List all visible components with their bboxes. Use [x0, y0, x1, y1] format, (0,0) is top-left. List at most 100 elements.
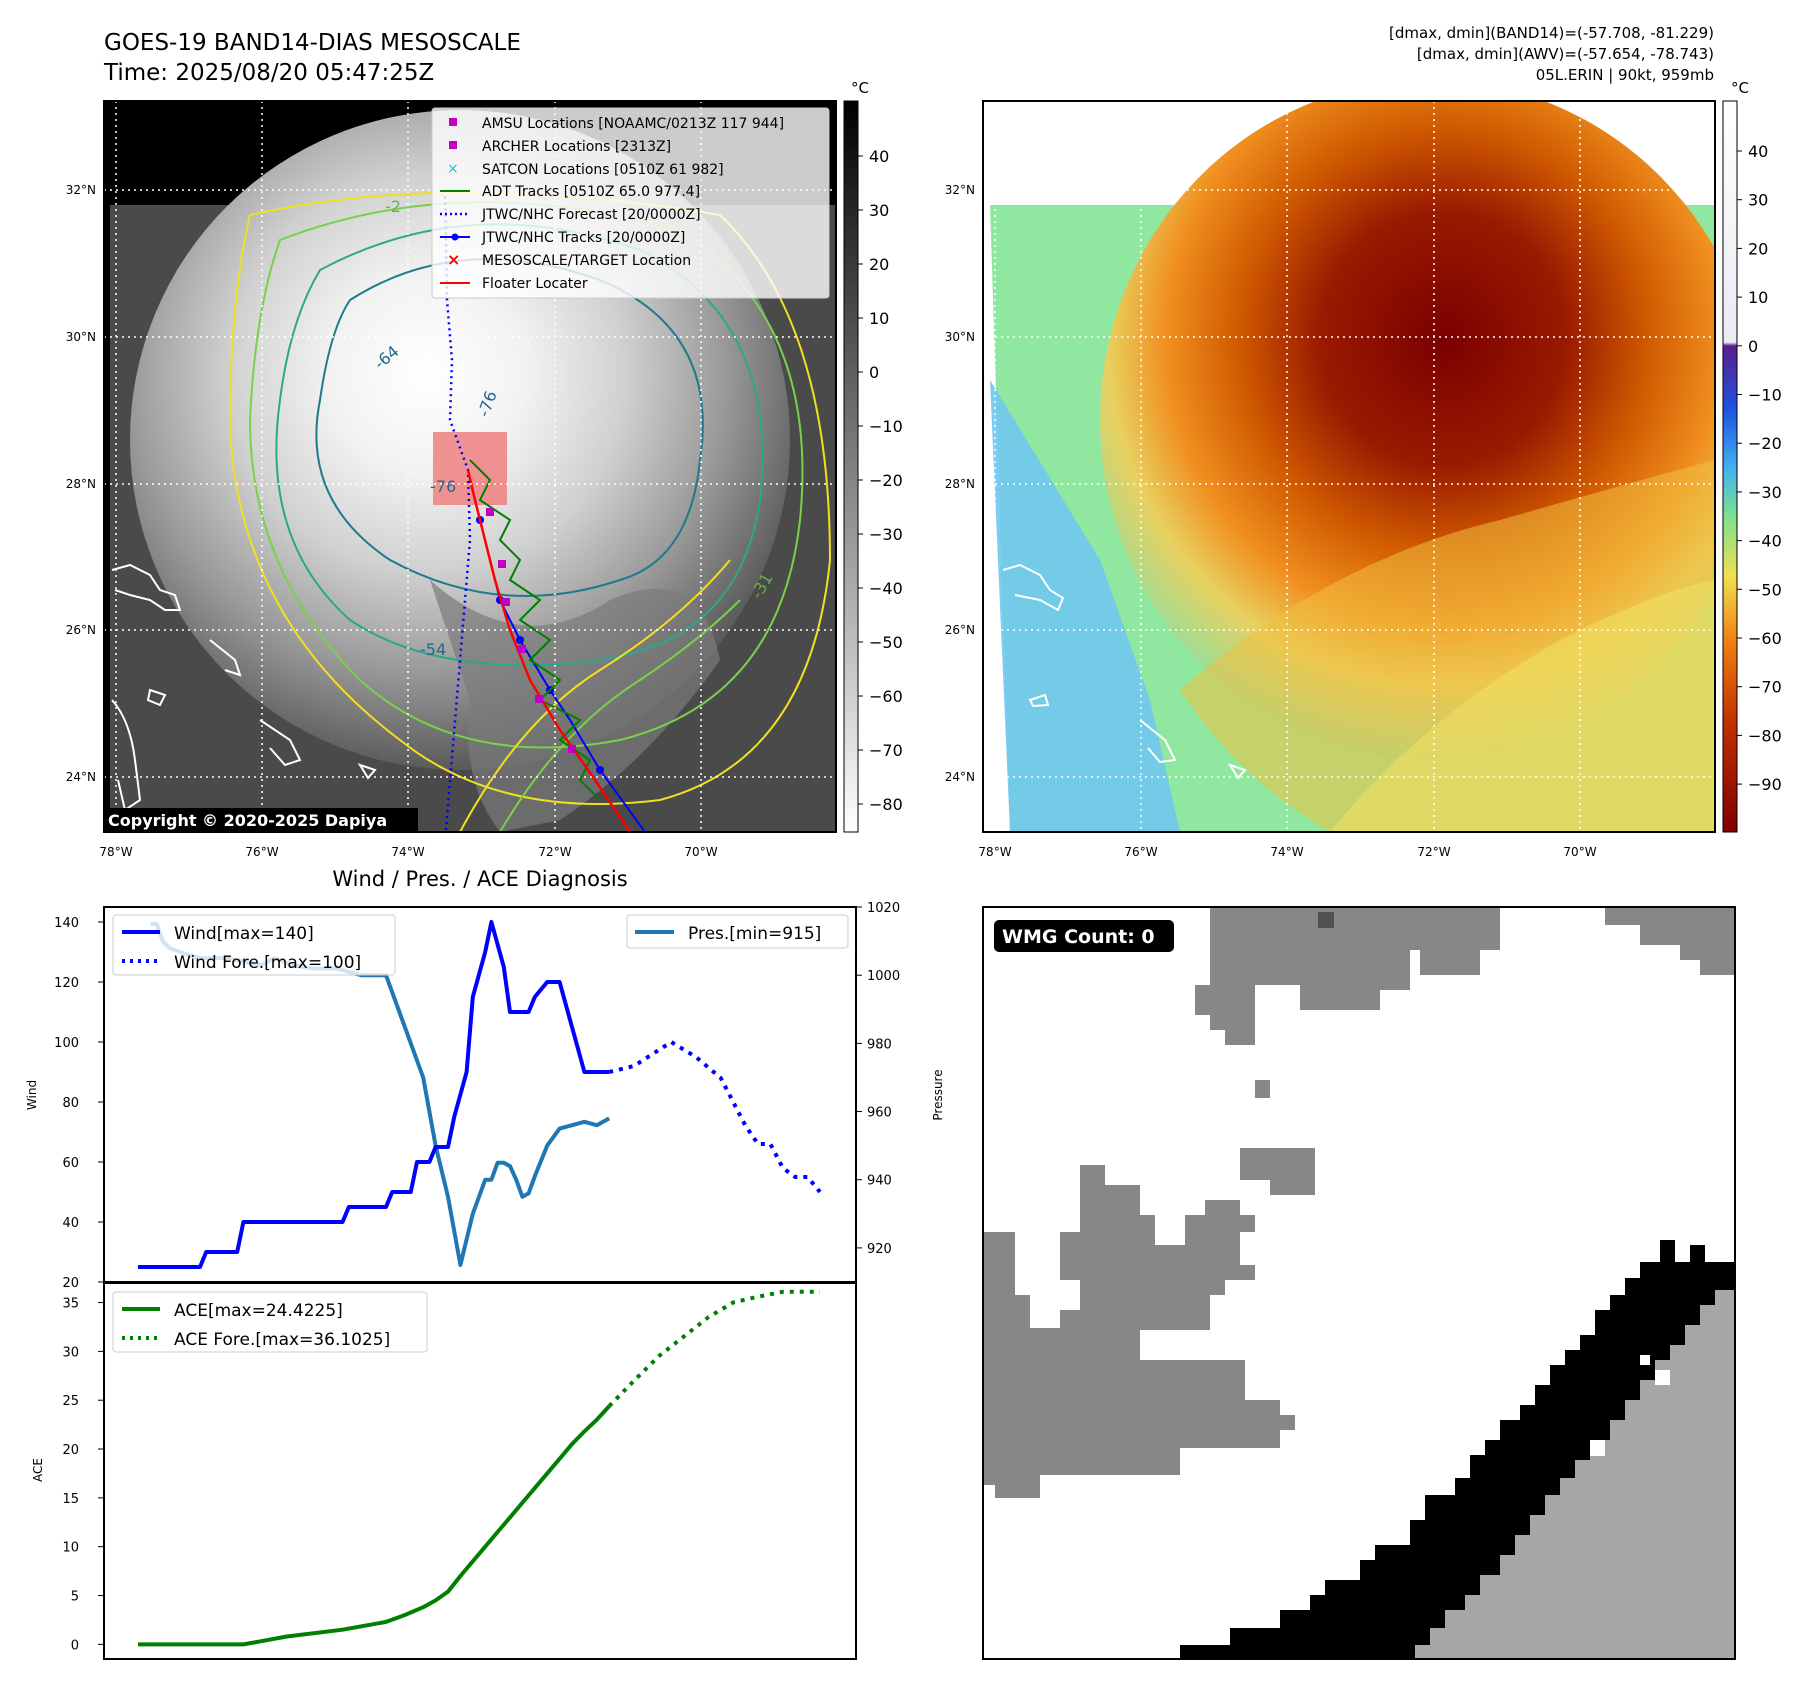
ir-map-panel: -64 -76 -76 -54 -31 -2 AMSU Locations [N…	[66, 79, 903, 859]
ace-tick-label: 35	[62, 1297, 79, 1312]
wind-pressure-chart: Wind / Pres. / ACE Diagnosis 20 40 60 80 100…	[25, 867, 945, 1291]
ace-tick-label: 20	[62, 1443, 79, 1458]
colorbar-tick-label: 40	[1748, 142, 1768, 161]
colorbar-gray-unit: °C	[851, 79, 869, 97]
pressure-tick-label: 1000	[867, 969, 900, 984]
colorbar-tick-label: −80	[869, 795, 903, 814]
lat-label-24: 24°N	[66, 770, 96, 784]
lat-label-28-r: 28°N	[945, 477, 975, 491]
legend-archer-marker	[449, 141, 457, 149]
legend-wind: Wind[max=140]	[174, 924, 314, 944]
map-frame-right	[982, 100, 1716, 833]
info-awv: [dmax, dmin](AWV)=(-57.654, -78.743)	[1417, 45, 1714, 63]
colorbar-tick-label: 10	[1748, 288, 1768, 307]
colorbar-color-unit: °C	[1731, 79, 1749, 97]
pressure-tick-label: 920	[867, 1242, 892, 1257]
colorbar-tick-label: 30	[1748, 191, 1768, 210]
info-band14: [dmax, dmin](BAND14)=(-57.708, -81.229)	[1389, 24, 1714, 42]
colorbar-tick-label: 20	[869, 255, 889, 274]
wind-legend	[112, 914, 396, 976]
contour-label-54: -54	[420, 640, 446, 659]
lat-label-26-r: 26°N	[945, 623, 975, 637]
legend-amsu-marker	[449, 118, 457, 126]
wind-axis-label: Wind	[25, 1080, 39, 1110]
colorbar-tick-label: −60	[1748, 629, 1782, 648]
wind-tick-label: 40	[62, 1216, 79, 1231]
colorbar-tick-label: −70	[869, 741, 903, 760]
legend-satcon: SATCON Locations [0510Z 61 982]	[482, 162, 724, 178]
ace-chart: 0 5 10 15 20 25 30 35 ACE ACE[max=24.4225] ACE …	[31, 1282, 857, 1660]
lon-label-72: 72°W	[538, 845, 571, 859]
wind-tick-label: 120	[54, 976, 79, 991]
wind-tick-label: 100	[54, 1036, 79, 1051]
lat-label-32: 32°N	[66, 183, 96, 197]
wmg-gray-cells	[983, 907, 1735, 1498]
pressure-tick-label: 1020	[867, 901, 900, 916]
wmg-count: WMG Count: 0	[1002, 926, 1155, 948]
colorbar-tick-label: 0	[869, 363, 879, 382]
lon-label-78-r: 78°W	[978, 845, 1011, 859]
lon-label-76-r: 76°W	[1124, 845, 1157, 859]
lon-label-78: 78°W	[99, 845, 132, 859]
colorbar-tick-label: −60	[869, 687, 903, 706]
awv-map-panel: 32°N 30°N 28°N 26°N 24°N 78°W 76°W 74°W …	[945, 79, 1782, 859]
lon-label-74-r: 74°W	[1270, 845, 1303, 859]
wind-tick-label: 20	[62, 1276, 79, 1291]
colorbar-tick-label: 40	[869, 147, 889, 166]
ace-series-line	[138, 1404, 611, 1647]
jtwc-forecast-track	[443, 194, 472, 831]
colorbar-tick-label: −80	[1748, 726, 1782, 745]
ace-forecast-series-line	[607, 1289, 820, 1408]
colorbar-color-ticks: 40 30 20 10 0 −10 −20 −30 −40 −50 −60 −70 −80 −90	[1737, 142, 1782, 794]
lat-label-28: 28°N	[66, 477, 96, 491]
mesoscale-target-box	[433, 432, 507, 505]
legend-archer: ARCHER Locations [2313Z]	[482, 139, 671, 155]
diagnosis-title: Wind / Pres. / ACE Diagnosis	[332, 867, 627, 891]
colorbar-tick-label: −40	[869, 579, 903, 598]
legend-satcon-marker: ×	[447, 161, 459, 177]
contour-label-76b: -76	[430, 477, 456, 496]
floater-locater	[466, 469, 632, 832]
pressure-legend	[626, 914, 849, 949]
ace-tick-label: 25	[62, 1394, 79, 1409]
lat-label-32-r: 32°N	[945, 183, 975, 197]
lat-label-30: 30°N	[66, 330, 96, 344]
colorbar-tick-label: 10	[869, 309, 889, 328]
wind-tick-label: 60	[62, 1156, 79, 1171]
map-legend: AMSU Locations [NOAAMC/0213Z 117 944] AR…	[431, 107, 830, 299]
colorbar-tick-label: −50	[869, 633, 903, 652]
wmg-label-box	[994, 920, 1174, 952]
lon-label-74: 74°W	[391, 845, 424, 859]
legend-pres: Pres.[min=915]	[688, 924, 821, 944]
colorbar-tick-label: −10	[1748, 386, 1782, 405]
legend-ace-fore: ACE Fore.[max=36.1025]	[174, 1330, 390, 1350]
legend-floater: Floater Locater	[482, 276, 588, 292]
ace-tick-label: 15	[62, 1492, 79, 1507]
colorbar-tick-label: −20	[1748, 434, 1782, 453]
lon-label-70-r: 70°W	[1563, 845, 1596, 859]
map-grid-right	[983, 101, 1715, 832]
wind-y-ticks: 20 40 60 80 100 120 140	[54, 916, 104, 1291]
lat-label-30-r: 30°N	[945, 330, 975, 344]
wmg-frame	[982, 906, 1736, 1660]
colorbar-tick-label: −50	[1748, 580, 1782, 599]
contour-label-2: -2	[385, 197, 401, 216]
ace-y-ticks: 0 5 10 15 20 25 30 35	[62, 1297, 104, 1653]
pressure-y-ticks: 920 940 960 980 1000 1020	[856, 901, 900, 1257]
lat-label-26: 26°N	[66, 623, 96, 637]
pressure-axis-label: Pressure	[931, 1069, 945, 1120]
colorbar-tick-label: −30	[869, 525, 903, 544]
colorbar-color	[1722, 100, 1738, 833]
colorbar-tick-label: −30	[1748, 483, 1782, 502]
lon-label-76: 76°W	[245, 845, 278, 859]
colorbar-tick-label: −40	[1748, 532, 1782, 551]
figure-time: Time: 2025/08/20 05:47:25Z	[103, 60, 434, 86]
legend-target: MESOSCALE/TARGET Location	[482, 253, 691, 269]
adt-track	[469, 459, 601, 801]
lat-label-24-r: 24°N	[945, 770, 975, 784]
ace-tick-label: 10	[62, 1541, 79, 1556]
wind-forecast-series-line	[608, 1040, 822, 1194]
colorbar-gray-ticks: 40 30 20 10 0 −10 −20 −30 −40 −50 −60 −70 −80	[858, 147, 903, 814]
lon-label-70: 70°W	[684, 845, 717, 859]
